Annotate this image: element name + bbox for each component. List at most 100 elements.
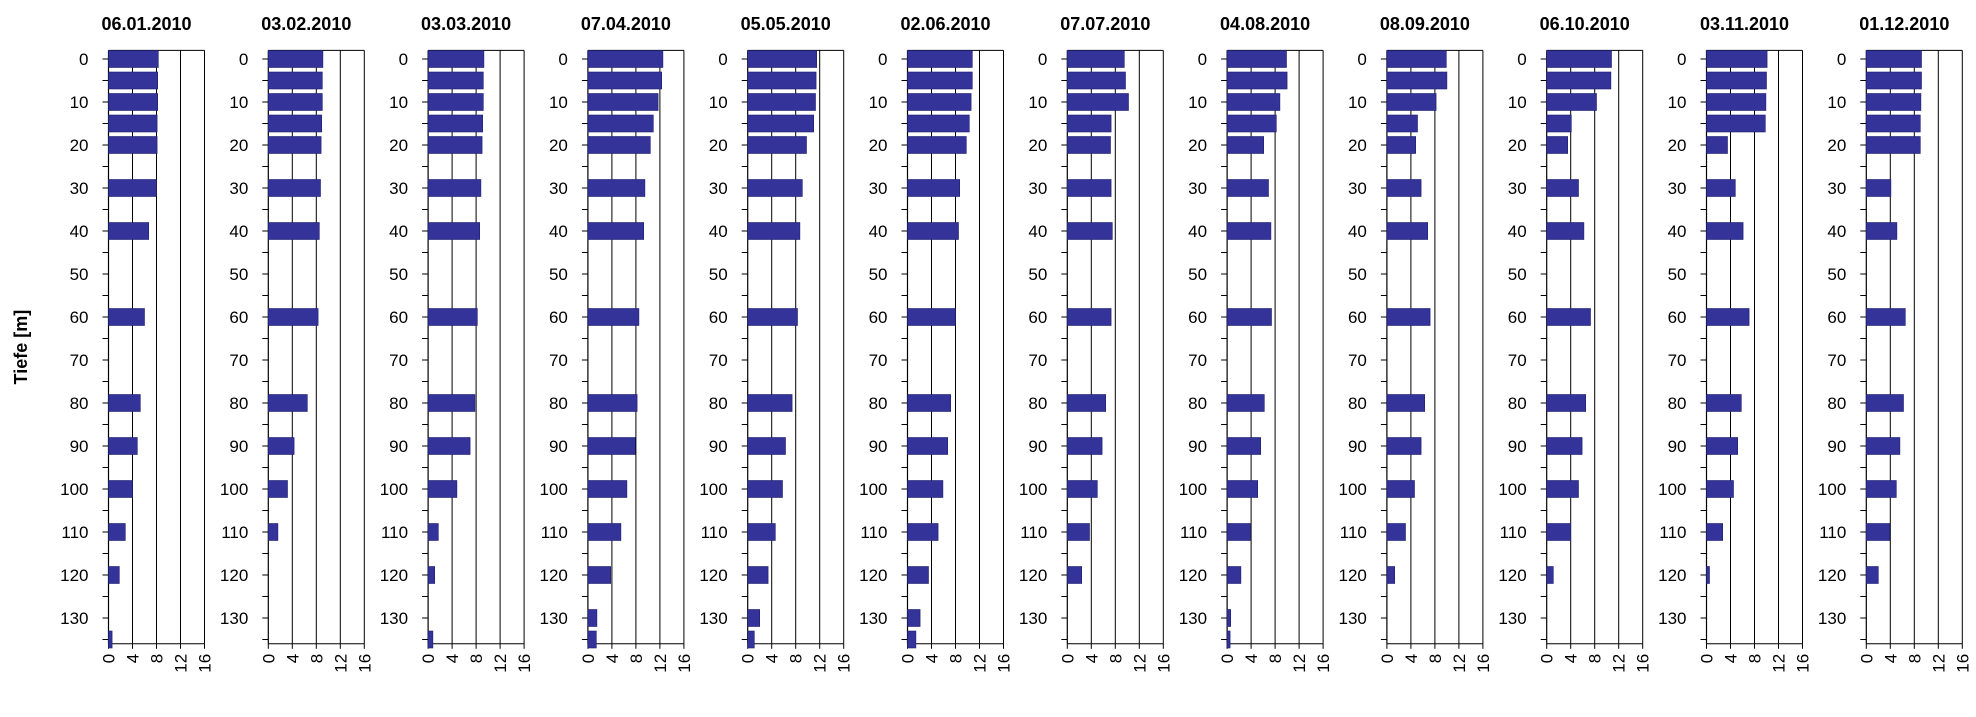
x-tick-label: 0 bbox=[419, 654, 438, 663]
y-tick-label: 80 bbox=[389, 394, 408, 413]
bar bbox=[1866, 71, 1922, 90]
bar bbox=[1706, 523, 1724, 541]
x-tick-label: 8 bbox=[947, 654, 966, 663]
x-tick-label: 0 bbox=[899, 654, 918, 663]
x-tick-label: 4 bbox=[603, 654, 622, 663]
bar bbox=[1226, 437, 1261, 455]
bar bbox=[1226, 71, 1288, 90]
y-tick-label: 70 bbox=[1348, 351, 1367, 370]
bar bbox=[1226, 566, 1242, 584]
bar bbox=[108, 394, 141, 412]
bar bbox=[1067, 71, 1126, 90]
bar bbox=[587, 609, 598, 627]
x-tick-label: 0 bbox=[1538, 654, 1557, 663]
y-tick-label: 110 bbox=[1180, 523, 1207, 542]
bar bbox=[747, 609, 761, 627]
x-tick-label: 8 bbox=[1586, 654, 1605, 663]
y-tick-label: 110 bbox=[701, 523, 728, 542]
x-tick-label: 16 bbox=[835, 654, 854, 673]
bar bbox=[1386, 308, 1431, 326]
bar bbox=[1386, 523, 1406, 541]
x-tick-label: 0 bbox=[100, 654, 119, 663]
bar bbox=[1546, 136, 1568, 154]
y-tick-label: 10 bbox=[1827, 93, 1846, 112]
bar bbox=[1386, 114, 1418, 133]
bar bbox=[267, 523, 279, 541]
bar bbox=[1226, 308, 1272, 326]
bar bbox=[587, 93, 659, 111]
x-tick-label: 0 bbox=[1058, 654, 1077, 663]
bar bbox=[427, 437, 471, 455]
bar bbox=[427, 630, 434, 649]
x-tick-label: 16 bbox=[1953, 654, 1972, 673]
bar bbox=[1226, 93, 1281, 111]
bar bbox=[108, 93, 159, 111]
y-tick-label: 40 bbox=[1508, 222, 1527, 241]
bar bbox=[1706, 114, 1766, 133]
panel-title: 04.08.2010 bbox=[1220, 14, 1310, 34]
x-tick-label: 0 bbox=[1857, 654, 1876, 663]
x-tick-label: 16 bbox=[995, 654, 1014, 673]
bar bbox=[1866, 437, 1901, 455]
bar bbox=[1226, 222, 1272, 240]
bar bbox=[108, 437, 138, 455]
y-tick-label: 90 bbox=[709, 437, 728, 456]
bar bbox=[1067, 114, 1112, 133]
x-tick-label: 16 bbox=[196, 654, 215, 673]
x-tick-label: 0 bbox=[1698, 654, 1717, 663]
y-tick-label: 10 bbox=[549, 93, 568, 112]
bar bbox=[427, 93, 484, 111]
y-tick-label: 70 bbox=[549, 351, 568, 370]
bar bbox=[1866, 136, 1921, 154]
bar bbox=[907, 609, 921, 627]
bar bbox=[747, 136, 807, 154]
panel-title: 03.03.2010 bbox=[421, 14, 511, 34]
bar bbox=[1386, 93, 1437, 111]
y-tick-label: 30 bbox=[709, 179, 728, 198]
y-tick-label: 60 bbox=[869, 308, 888, 327]
y-tick-label: 80 bbox=[70, 394, 89, 413]
bar bbox=[1546, 394, 1586, 412]
bar bbox=[907, 71, 973, 90]
bar bbox=[1706, 394, 1742, 412]
y-tick-label: 50 bbox=[1188, 265, 1207, 284]
y-tick-label: 50 bbox=[1827, 265, 1846, 284]
bar bbox=[267, 136, 322, 154]
y-tick-label: 60 bbox=[229, 308, 248, 327]
bar bbox=[907, 437, 949, 455]
bar bbox=[1546, 480, 1579, 498]
y-tick-label: 0 bbox=[558, 50, 567, 69]
y-tick-label: 50 bbox=[869, 265, 888, 284]
y-tick-label: 70 bbox=[70, 351, 89, 370]
bar bbox=[1386, 50, 1447, 68]
bar bbox=[1866, 93, 1922, 111]
bar bbox=[907, 222, 959, 240]
bar bbox=[1067, 50, 1125, 68]
x-tick-label: 16 bbox=[675, 654, 694, 673]
bar bbox=[427, 480, 458, 498]
bar bbox=[267, 71, 323, 90]
bar bbox=[267, 114, 322, 133]
y-tick-label: 120 bbox=[1339, 566, 1367, 585]
y-tick-label: 110 bbox=[1020, 523, 1047, 542]
bar bbox=[1226, 523, 1251, 541]
bar bbox=[1546, 308, 1591, 326]
bar bbox=[1226, 394, 1265, 412]
bar bbox=[1067, 566, 1083, 584]
y-tick-label: 10 bbox=[1668, 93, 1687, 112]
y-tick-label: 90 bbox=[389, 437, 408, 456]
bar bbox=[1226, 50, 1287, 68]
y-tick-label: 10 bbox=[1188, 93, 1207, 112]
y-tick-label: 130 bbox=[1658, 609, 1686, 628]
bar bbox=[907, 566, 929, 584]
y-tick-label: 120 bbox=[699, 566, 727, 585]
bar bbox=[587, 222, 645, 240]
y-tick-label: 120 bbox=[859, 566, 887, 585]
bar bbox=[747, 523, 776, 541]
y-tick-label: 30 bbox=[1028, 179, 1047, 198]
y-tick-label: 10 bbox=[70, 93, 89, 112]
x-tick-label: 12 bbox=[491, 654, 510, 673]
x-tick-label: 16 bbox=[1474, 654, 1493, 673]
bar bbox=[747, 50, 818, 68]
bar bbox=[1706, 308, 1750, 326]
